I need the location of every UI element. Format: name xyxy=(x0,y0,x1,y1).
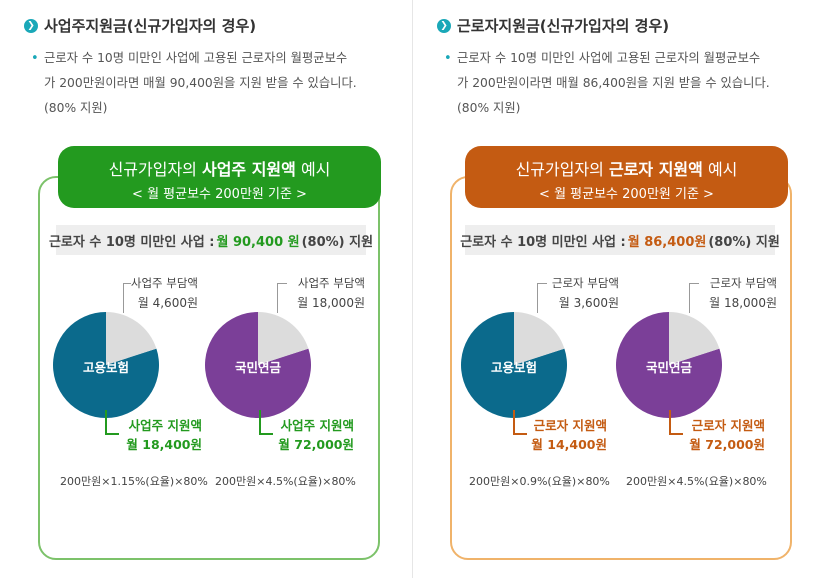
employer-desc-line1: 근로자 수 10명 미만인 사업에 고용된 근로자의 월평균보수 xyxy=(44,51,348,65)
employer-pension-share-amount: 월 18,000원 xyxy=(297,296,365,310)
worker-summary: 근로자 수 10명 미만인 사업 : 월 86,400원 (80%) 지원 xyxy=(460,225,780,255)
chevron-right-icon: ❯ xyxy=(437,18,451,33)
worker-heading-text: 근로자지원금(신규가입자의 경우) xyxy=(457,17,670,35)
employer-pension-name: 국민연금 xyxy=(234,360,281,375)
worker-example-title: 신규가입자의 근로자 지원액 예시 < 월 평균보수 200만원 기준 > xyxy=(465,146,788,208)
employer-insurance-share: 사업주 부담액 월 4,600원 xyxy=(128,273,198,313)
worker-pension-formula: 200만원×4.5%(요율)×80% xyxy=(626,475,767,488)
worker-title-prefix: 신규가입자의 xyxy=(515,160,609,179)
employer-pension-support: 사업주 지원액 월 72,000원 xyxy=(262,416,354,454)
employer-section: ❯ 사업주지원금(신규가입자의 경우) • 근로자 수 10명 미만인 사업에 … xyxy=(0,0,412,578)
worker-pension-share-label: 근로자 부담액 xyxy=(709,276,777,290)
employer-heading-text: 사업주지원금(신규가입자의 경우) xyxy=(44,17,257,35)
worker-insurance-share-label: 근로자 부담액 xyxy=(551,276,619,290)
worker-pension-share-leader xyxy=(689,283,699,313)
employer-insurance-name: 고용보험 xyxy=(82,360,129,375)
worker-desc-line3: (80% 지원) xyxy=(457,101,521,115)
employer-insurance-support-slice xyxy=(53,312,159,418)
worker-title-bold: 근로자 지원액 xyxy=(608,160,703,179)
worker-pension-support-amount: 월 72,000원 xyxy=(689,437,765,452)
worker-insurance-share: 근로자 부담액 월 3,600원 xyxy=(539,273,619,313)
worker-insurance-formula: 200만원×0.9%(요율)×80% xyxy=(469,475,610,488)
worker-pension-share-amount: 월 18,000원 xyxy=(709,296,777,310)
employer-title-prefix: 신규가입자의 xyxy=(108,160,202,179)
worker-pension-share: 근로자 부담액 월 18,000원 xyxy=(697,273,777,313)
employer-pension-support-bracket xyxy=(259,410,273,435)
employer-insurance-formula: 200만원×1.15%(요율)×80% xyxy=(60,475,208,488)
employer-pension-support-amount: 월 72,000원 xyxy=(278,437,354,452)
employer-insurance-support-amount: 월 18,400원 xyxy=(126,437,202,452)
worker-insurance-pie: 고용보험 xyxy=(461,312,567,418)
employer-insurance-pie: 고용보험 xyxy=(53,312,159,418)
worker-insurance-support-amount: 월 14,400원 xyxy=(531,437,607,452)
employer-pension-share-slice xyxy=(258,312,309,365)
worker-insurance-name: 고용보험 xyxy=(490,360,537,375)
worker-section: ❯ 근로자지원금(신규가입자의 경우) • 근로자 수 10명 미만인 사업에 … xyxy=(413,0,825,578)
worker-pension-name: 국민연금 xyxy=(645,360,692,375)
employer-pension-pie: 국민연금 xyxy=(205,312,311,418)
worker-title-suffix: 예시 xyxy=(702,160,738,179)
employer-summary-prefix: 근로자 수 10명 미만인 사업 : xyxy=(48,234,215,250)
employer-pension-share: 사업주 부담액 월 18,000원 xyxy=(287,273,365,313)
employer-insurance-support-bracket xyxy=(105,410,119,435)
employer-insurance-support-label: 사업주 지원액 xyxy=(128,418,202,433)
worker-title-sub: < 월 평균보수 200만원 기준 > xyxy=(539,187,714,202)
worker-insurance-support-label: 근로자 지원액 xyxy=(533,418,607,433)
worker-pension-support-slice xyxy=(616,312,722,418)
bullet-icon: • xyxy=(31,51,39,66)
worker-insurance-support: 근로자 지원액 월 14,400원 xyxy=(517,416,607,454)
column-divider xyxy=(412,0,413,578)
bullet-icon: • xyxy=(444,51,452,66)
employer-pension-share-label: 사업주 부담액 xyxy=(297,276,365,290)
worker-insurance-support-slice xyxy=(461,312,567,418)
employer-insurance-share-slice xyxy=(106,312,157,365)
worker-summary-prefix: 근로자 수 10명 미만인 사업 : xyxy=(460,234,626,250)
employer-pension-formula: 200만원×4.5%(요율)×80% xyxy=(215,475,356,488)
worker-insurance-support-bracket xyxy=(513,410,527,435)
worker-pension-share-slice xyxy=(669,312,720,365)
employer-pension-share-leader xyxy=(277,283,287,313)
employer-pension-support-slice xyxy=(205,312,311,418)
chevron-right-icon: ❯ xyxy=(24,18,38,33)
employer-title-sub: < 월 평균보수 200만원 기준 > xyxy=(132,187,307,202)
employer-pension-support-label: 사업주 지원액 xyxy=(280,418,354,433)
worker-heading: ❯ 근로자지원금(신규가입자의 경우) xyxy=(437,15,669,36)
worker-pension-support: 근로자 지원액 월 72,000원 xyxy=(671,416,765,454)
worker-pension-pie: 국민연금 xyxy=(616,312,722,418)
worker-desc-line2: 가 200만원이라면 매월 86,400원을 지원 받을 수 있습니다. xyxy=(457,76,770,90)
employer-title-suffix: 예시 xyxy=(295,160,331,179)
employer-insurance-support: 사업주 지원액 월 18,400원 xyxy=(112,416,202,454)
worker-summary-amount: 월 86,400원 xyxy=(627,234,707,250)
worker-insurance-share-slice xyxy=(514,312,565,365)
employer-insurance-share-label: 사업주 부담액 xyxy=(130,276,198,290)
worker-pension-support-bracket xyxy=(669,410,683,435)
employer-desc-line3: (80% 지원) xyxy=(44,101,108,115)
worker-insurance-share-amount: 월 3,600원 xyxy=(558,296,619,310)
employer-example-title: 신규가입자의 사업주 지원액 예시 < 월 평균보수 200만원 기준 > xyxy=(58,146,381,208)
employer-insurance-share-leader xyxy=(123,283,131,313)
employer-title-bold: 사업주 지원액 xyxy=(201,160,296,179)
employer-heading: ❯ 사업주지원금(신규가입자의 경우) xyxy=(24,15,256,36)
worker-insurance-share-leader xyxy=(537,283,547,313)
worker-summary-suffix: (80%) 지원 xyxy=(708,234,780,250)
employer-summary-amount: 월 90,400 원 xyxy=(216,234,300,250)
worker-pension-support-label: 근로자 지원액 xyxy=(691,418,765,433)
worker-desc-line1: 근로자 수 10명 미만인 사업에 고용된 근로자의 월평균보수 xyxy=(457,51,761,65)
employer-summary-suffix: (80%) 지원 xyxy=(301,234,374,250)
employer-insurance-share-amount: 월 4,600원 xyxy=(137,296,198,310)
employer-description: • 근로자 수 10명 미만인 사업에 고용된 근로자의 월평균보수 가 200… xyxy=(31,46,401,121)
employer-summary: 근로자 수 10명 미만인 사업 : 월 90,400 원 (80%) 지원 xyxy=(49,225,373,255)
employer-desc-line2: 가 200만원이라면 매월 90,400원을 지원 받을 수 있습니다. xyxy=(44,76,357,90)
worker-description: • 근로자 수 10명 미만인 사업에 고용된 근로자의 월평균보수 가 200… xyxy=(444,46,814,121)
